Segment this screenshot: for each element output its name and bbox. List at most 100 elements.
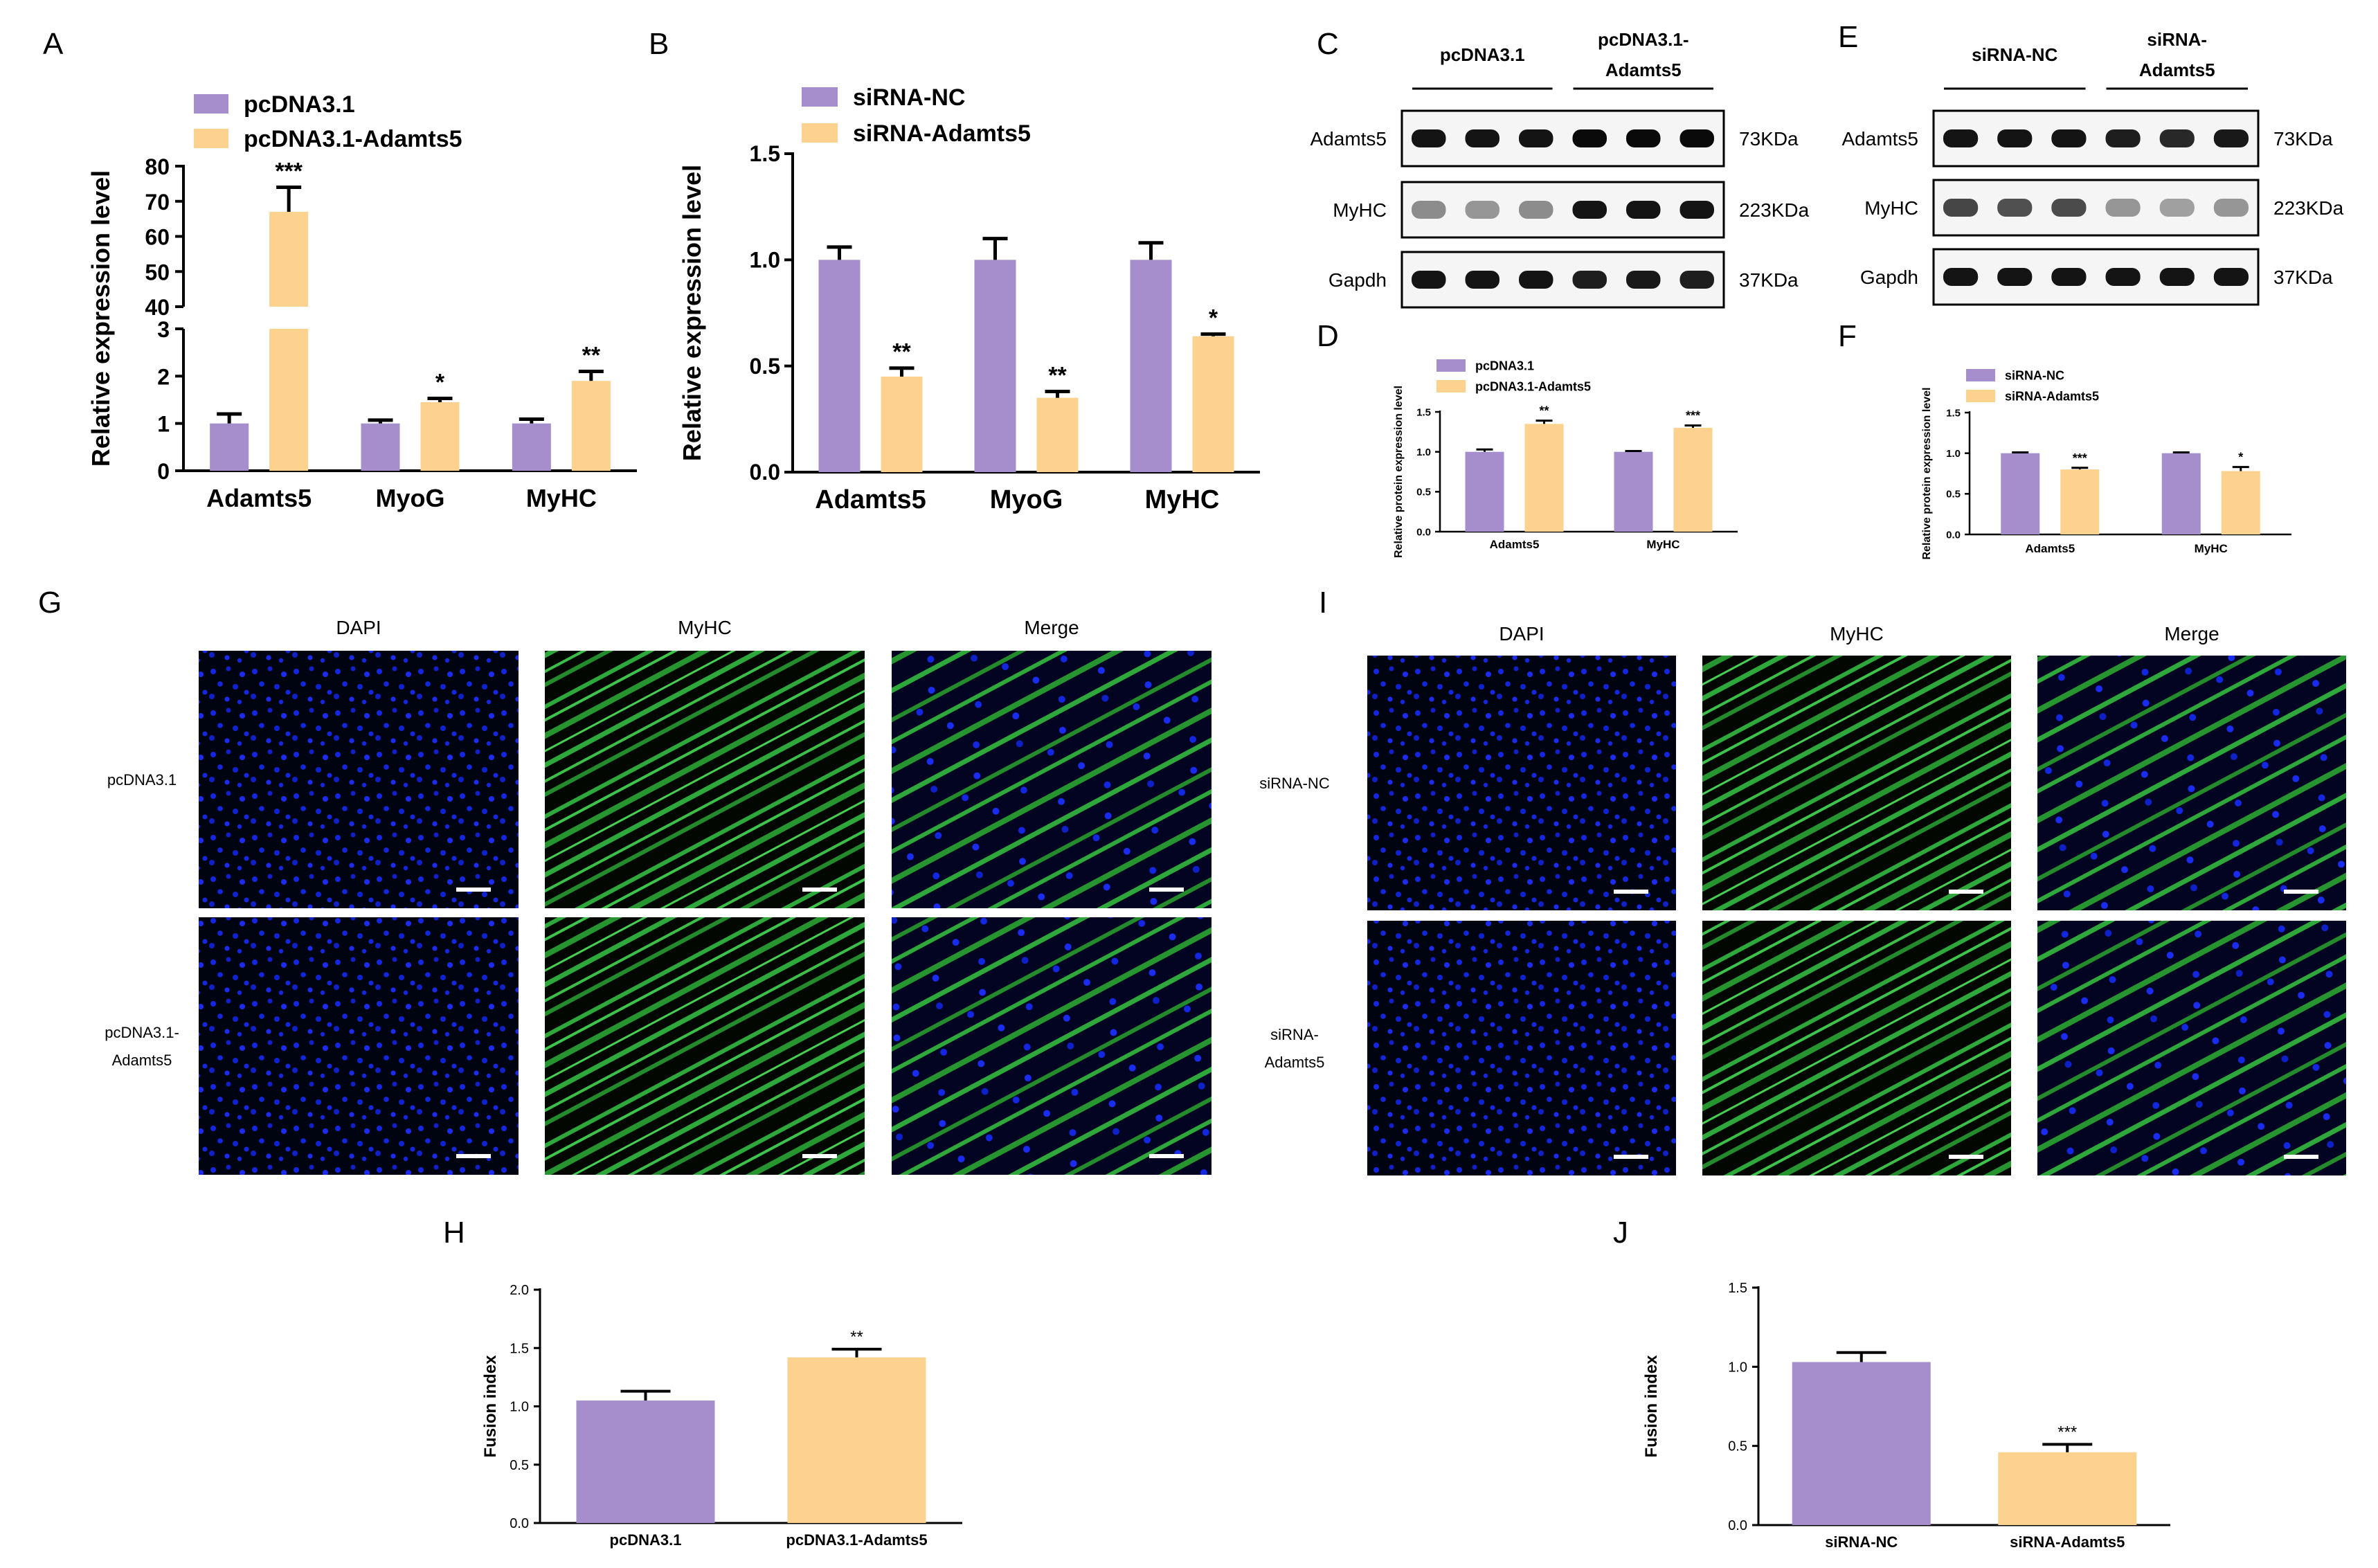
blot-strip-gapdh <box>1932 248 2260 306</box>
panel-letter-i: I <box>1319 586 1327 620</box>
legend-swatch <box>1966 369 1995 381</box>
blot-band <box>2159 268 2195 286</box>
panel-letter-a: A <box>43 27 64 61</box>
bar-pcdna3-1-adamts5 <box>1465 451 1504 532</box>
significance-label: *** <box>275 158 303 184</box>
bar-lower-segment <box>269 329 309 471</box>
y-tick-label: 1.5 <box>750 141 780 166</box>
micrograph-dapi <box>199 917 519 1175</box>
blot-band <box>1679 271 1714 289</box>
condition-label: siRNA- <box>1270 1026 1319 1043</box>
x-category-label: Adamts5 <box>206 484 312 512</box>
micrographs-i: DAPI MyHC Merge siRNA-NC siRNA- Adamts5 <box>1259 623 2346 1175</box>
y-tick-label: 0.5 <box>1728 1439 1747 1454</box>
channel-label: Merge <box>1024 617 1079 638</box>
protein-label: Adamts5 <box>1842 128 1919 150</box>
panel-letter-f: F <box>1838 319 1857 353</box>
protein-label: Gapdh <box>1860 267 1918 288</box>
legend-label: siRNA-NC <box>853 84 965 111</box>
channel-label: Merge <box>2164 623 2219 645</box>
significance-label: ** <box>892 339 911 366</box>
blot-band <box>2213 129 2249 147</box>
legend-swatch <box>194 94 228 114</box>
micrograph-myhc <box>545 917 865 1175</box>
y-axis-label: Relative protein expression level <box>1921 388 1933 560</box>
panel-letter-c: C <box>1317 27 1339 61</box>
y-tick-label: 1 <box>157 412 170 437</box>
blot-band <box>2051 268 2087 286</box>
blot-strip-gapdh <box>1400 251 1725 309</box>
channel-label: MyHC <box>678 617 732 638</box>
x-category-label: MyHC <box>1646 538 1679 551</box>
blot-band <box>1626 201 1661 219</box>
y-axis-label: Fusion index <box>1642 1355 1661 1458</box>
y-tick-label: 0.0 <box>1728 1518 1747 1533</box>
y-tick-label: 0.0 <box>1416 526 1431 538</box>
legend-swatch <box>1436 380 1466 393</box>
chart-a: 0 1 2 340 50 60 70 80 Relative expression level *… <box>87 91 637 512</box>
bar-sirna-adamts5 <box>1998 1452 2137 1525</box>
blot-band <box>1412 129 1446 147</box>
molecular-weight-label: 37KDa <box>2273 267 2333 288</box>
scale-bar <box>456 887 491 892</box>
significance-label: *** <box>2073 451 2087 465</box>
y-tick-label: 50 <box>145 260 170 285</box>
y-tick-label: 0 <box>157 459 170 484</box>
scale-bar <box>1614 1155 1648 1159</box>
micrograph-merge <box>892 917 1211 1175</box>
y-tick-label: 80 <box>145 154 170 179</box>
y-tick-label: 1.5 <box>1946 407 1961 419</box>
micrograph-dapi <box>1367 656 1676 910</box>
y-tick-label: 40 <box>145 295 170 320</box>
x-category-label: MyoG <box>375 484 444 512</box>
bar-sirna-adamts5-myhc <box>1192 336 1234 472</box>
significance-label: * <box>435 369 445 395</box>
bar-pcdna3-1-myhc <box>1614 451 1653 532</box>
y-tick-label: 2 <box>157 364 170 389</box>
blot-band <box>2051 199 2087 217</box>
protein-label: MyHC <box>1333 199 1387 221</box>
western-group-label: Adamts5 <box>1605 60 1682 80</box>
significance-label: ** <box>850 1328 863 1346</box>
scale-bar <box>802 887 837 892</box>
legend-swatch <box>1966 390 1995 402</box>
bar <box>571 381 611 471</box>
bar-pcdna3-1-adamts5-myhc <box>1673 428 1713 532</box>
bar-sirna-nc-myhc <box>1130 260 1172 472</box>
y-tick-label: 0.5 <box>1946 489 1961 501</box>
significance-label: ** <box>1048 362 1067 388</box>
blot-band <box>1572 271 1607 289</box>
y-axis-label: Fusion index <box>481 1355 500 1458</box>
blot-band <box>1943 199 1979 217</box>
blot-band <box>1572 129 1607 147</box>
legend-label: pcDNA3.1 <box>1475 359 1534 372</box>
scale-bar <box>2284 1155 2318 1159</box>
y-tick-label: 1.5 <box>1416 406 1431 418</box>
significance-label: *** <box>2057 1423 2077 1441</box>
legend-label: pcDNA3.1-Adamts5 <box>244 126 462 152</box>
bar <box>361 423 400 471</box>
y-tick-label: 70 <box>145 190 170 215</box>
bar-pcdna3-1-adamts5-adamts5 <box>1524 424 1564 532</box>
blot-band <box>2105 268 2141 286</box>
blot-band <box>1519 271 1553 289</box>
y-tick-label: 1.0 <box>750 248 780 273</box>
protein-label: MyHC <box>1864 197 1918 219</box>
bar <box>512 423 551 471</box>
blot-band <box>1412 271 1446 289</box>
y-tick-label: 1.5 <box>1728 1281 1747 1296</box>
protein-label: Gapdh <box>1328 269 1387 291</box>
blot-band <box>1997 268 2033 286</box>
blot-band <box>1943 268 1979 286</box>
legend-swatch <box>802 123 838 143</box>
scale-bar <box>802 1154 837 1158</box>
bar-sirna-nc-adamts5 <box>2001 453 2040 534</box>
bar-sirna-nc <box>1792 1362 1931 1525</box>
bar-sirna-adamts5-myog <box>1036 397 1079 472</box>
scale-bar <box>1949 1155 1983 1159</box>
y-tick-label: 1.0 <box>1416 447 1431 458</box>
significance-label: * <box>2238 451 2243 465</box>
x-category-label: MyHC <box>1145 485 1220 514</box>
blot-band <box>2105 199 2141 217</box>
legend-swatch <box>802 87 838 107</box>
